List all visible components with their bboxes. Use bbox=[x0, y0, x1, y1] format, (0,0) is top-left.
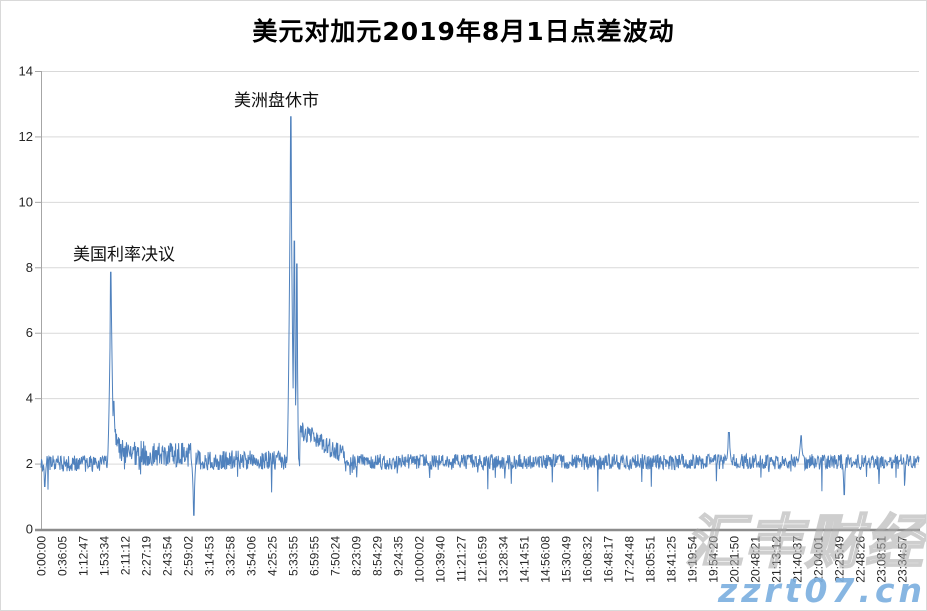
y-tick-label: 10 bbox=[19, 194, 33, 209]
x-tick-label: 0:00:00 bbox=[35, 536, 49, 576]
x-tick-label: 4:25:25 bbox=[266, 536, 280, 576]
y-tick-label: 2 bbox=[26, 456, 33, 471]
y-tick-label: 8 bbox=[26, 260, 33, 275]
x-tick-label: 2:59:02 bbox=[182, 536, 196, 576]
x-tick-label: 9:24:35 bbox=[392, 536, 406, 576]
x-tick-label: 1:53:34 bbox=[98, 536, 112, 576]
x-tick-label: 5:33:55 bbox=[287, 536, 301, 576]
x-tick-label: 21:40:37 bbox=[791, 536, 805, 583]
x-tick-label: 15:30:49 bbox=[560, 536, 574, 583]
y-tick-label: 12 bbox=[19, 129, 33, 144]
x-tick-label: 16:08:32 bbox=[581, 536, 595, 583]
x-tick-label: 23:08:51 bbox=[875, 536, 889, 583]
x-tick-label: 22:48:26 bbox=[854, 536, 868, 583]
x-tick-label: 2:27:19 bbox=[140, 536, 154, 576]
x-tick-label: 1:12:47 bbox=[77, 536, 91, 576]
x-tick-label: 13:28:34 bbox=[497, 536, 511, 583]
x-tick-label: 21:13:12 bbox=[770, 536, 784, 583]
x-tick-label: 0:36:05 bbox=[56, 536, 70, 576]
x-tick-label: 8:23:09 bbox=[350, 536, 364, 576]
annotation-rate-decision: 美国利率决议 bbox=[73, 245, 175, 265]
x-tick-label: 18:41:25 bbox=[665, 536, 679, 583]
spread-line-series bbox=[40, 116, 920, 516]
x-tick-label: 19:54:20 bbox=[707, 536, 721, 583]
x-tick-label: 6:59:55 bbox=[308, 536, 322, 576]
x-tick-label: 2:11:12 bbox=[119, 536, 133, 575]
x-tick-label: 3:14:53 bbox=[203, 536, 217, 576]
y-tick-label: 0 bbox=[26, 522, 33, 537]
x-tick-label: 16:48:17 bbox=[602, 536, 616, 583]
x-tick-label: 18:05:51 bbox=[644, 536, 658, 583]
x-tick-label: 20:21:50 bbox=[728, 536, 742, 583]
chart-title: 美元对加元2019年8月1日点差波动 bbox=[252, 17, 675, 46]
x-tick-label: 3:32:58 bbox=[224, 536, 238, 576]
x-tick-label: 2:43:54 bbox=[161, 536, 175, 576]
x-tick-label: 22:04:01 bbox=[812, 536, 826, 583]
x-tick-label: 23:34:57 bbox=[896, 536, 910, 583]
x-tick-label: 8:54:29 bbox=[371, 536, 385, 576]
x-tick-label: 19:19:54 bbox=[686, 536, 700, 583]
y-tick-label: 6 bbox=[26, 325, 33, 340]
y-tick-label: 4 bbox=[26, 391, 33, 406]
x-tick-label: 22:25:49 bbox=[833, 536, 847, 583]
y-axis: 0 2 4 6 8 10 12 14 bbox=[19, 64, 42, 537]
x-tick-label: 10:39:40 bbox=[434, 536, 448, 583]
annotation-us-session-close: 美洲盘休市 bbox=[234, 91, 319, 111]
x-tick-label: 12:16:59 bbox=[476, 536, 490, 583]
x-tick-label: 11:21:27 bbox=[455, 536, 469, 582]
x-tick-label: 17:24:48 bbox=[623, 536, 637, 583]
x-tick-label: 14:56:08 bbox=[539, 536, 553, 583]
x-tick-label: 7:50:24 bbox=[329, 536, 343, 576]
x-tick-label: 14:14:51 bbox=[518, 536, 532, 583]
x-tick-label: 3:54:06 bbox=[245, 536, 259, 576]
x-tick-label: 10:00:02 bbox=[413, 536, 427, 583]
gridlines bbox=[41, 71, 919, 465]
watermark-chinese-text: 汇丰财经 bbox=[684, 507, 925, 577]
y-tick-label: 14 bbox=[19, 64, 33, 79]
x-tick-labels: 0:00:00 0:36:05 1:12:47 1:53:34 2:11:12 2:27:… bbox=[35, 536, 910, 583]
x-tick-label: 20:48:21 bbox=[749, 536, 763, 583]
watermark-site-url: zzrt07.cn bbox=[718, 571, 926, 610]
